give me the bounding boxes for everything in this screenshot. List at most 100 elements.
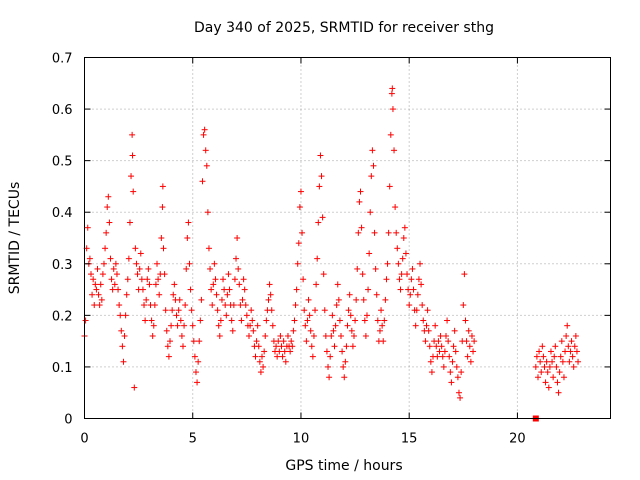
data-point <box>376 327 383 334</box>
data-point <box>205 245 212 252</box>
data-point <box>111 281 118 288</box>
data-point <box>447 369 454 376</box>
data-point <box>254 322 261 329</box>
data-point <box>224 291 231 298</box>
data-point <box>141 302 148 309</box>
data-point <box>217 317 224 324</box>
data-point <box>409 265 416 272</box>
data-point <box>305 296 312 303</box>
data-point <box>91 302 98 309</box>
data-point <box>213 291 220 298</box>
data-point <box>137 250 144 257</box>
data-point <box>195 358 202 365</box>
data-point <box>532 363 539 370</box>
y-tick-label: 0 <box>64 413 72 428</box>
data-point <box>370 162 377 169</box>
data-point <box>262 332 269 339</box>
data-point <box>381 317 388 324</box>
data-point <box>292 302 299 309</box>
data-point <box>467 358 474 365</box>
y-tick-label: 0.4 <box>52 206 73 221</box>
data-point <box>173 312 180 319</box>
data-point <box>273 343 280 350</box>
data-point <box>126 219 133 226</box>
data-point <box>547 348 554 355</box>
data-point <box>203 162 210 169</box>
data-point <box>363 312 370 319</box>
data-point <box>408 276 415 283</box>
data-point <box>546 363 553 370</box>
data-point <box>356 198 363 205</box>
data-point <box>315 219 322 226</box>
y-tick-label: 0.3 <box>52 258 73 273</box>
data-point <box>277 332 284 339</box>
data-point <box>569 353 576 360</box>
data-point <box>185 219 192 226</box>
data-point <box>357 188 364 195</box>
data-point <box>248 307 255 314</box>
data-point <box>116 302 123 309</box>
data-point <box>407 291 414 298</box>
data-point <box>334 281 341 288</box>
data-point <box>359 271 366 278</box>
data-point <box>99 271 106 278</box>
data-point <box>146 281 153 288</box>
data-point <box>455 389 462 396</box>
data-point <box>310 332 317 339</box>
data-point <box>233 255 240 262</box>
data-point <box>460 302 467 309</box>
data-point <box>131 384 138 391</box>
data-point <box>190 338 197 345</box>
data-point <box>159 183 166 190</box>
data-point <box>353 296 360 303</box>
data-point <box>536 348 543 355</box>
data-point <box>105 193 112 200</box>
data-point <box>194 379 201 386</box>
data-point <box>541 363 548 370</box>
data-point <box>432 322 439 329</box>
y-tick-label: 0.7 <box>52 52 73 67</box>
data-point <box>241 286 248 293</box>
data-point <box>371 229 378 236</box>
data-point <box>95 291 102 298</box>
data-point <box>200 131 207 138</box>
data-point <box>296 204 303 211</box>
data-point <box>453 363 460 370</box>
data-point <box>100 260 107 267</box>
data-point <box>565 343 572 350</box>
data-point <box>352 317 359 324</box>
data-point <box>87 271 94 278</box>
data-point <box>539 343 546 350</box>
data-point <box>388 90 395 97</box>
data-point <box>551 353 558 360</box>
data-point <box>250 327 257 334</box>
data-point <box>288 338 295 345</box>
data-point <box>361 317 368 324</box>
data-point <box>237 302 244 309</box>
data-point <box>533 353 540 360</box>
data-point <box>433 343 440 350</box>
data-point <box>445 338 452 345</box>
data-point <box>134 271 141 278</box>
x-tick-label: 20 <box>509 432 526 447</box>
data-point <box>346 291 353 298</box>
data-point <box>435 338 442 345</box>
data-point <box>573 348 580 355</box>
data-point <box>226 286 233 293</box>
data-point <box>267 291 274 298</box>
data-point <box>238 317 245 324</box>
data-point <box>207 265 214 272</box>
data-point <box>365 286 372 293</box>
y-axis-ticks: 0 0.1 0.2 0.3 0.4 0.5 0.6 0.7 <box>52 52 611 428</box>
data-point <box>82 317 89 324</box>
data-point <box>434 353 441 360</box>
data-point <box>163 327 170 334</box>
data-point <box>444 317 451 324</box>
data-point <box>391 147 398 154</box>
data-point <box>540 353 547 360</box>
data-point <box>198 296 205 303</box>
data-point <box>171 281 178 288</box>
data-point <box>187 286 194 293</box>
y-axis-label: SRMTID / TECUs <box>7 182 23 295</box>
